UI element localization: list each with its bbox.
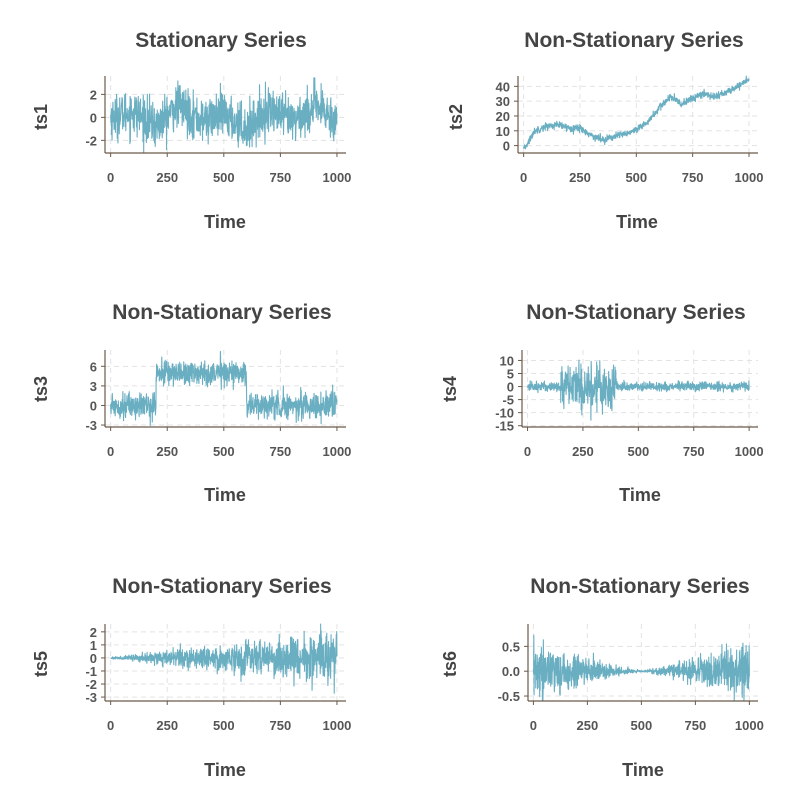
y-tick-label: -1 [85, 664, 97, 679]
y-tick-label: 1 [90, 638, 97, 653]
y-tick-label: 10 [496, 124, 510, 139]
panel-ts5: Non-Stationary Series ts5 Time 0 250 500 75… [31, 575, 351, 780]
series-line [523, 75, 750, 150]
y-tick-label: 2 [90, 625, 97, 640]
y-tick-label: 0 [90, 651, 97, 666]
x-tick-label: 1000 [735, 444, 764, 459]
y-axis-label: ts4 [440, 376, 460, 402]
x-tick-label: 250 [156, 718, 178, 733]
y-tick-label: 0 [90, 398, 97, 413]
x-tick-label: 0 [524, 444, 531, 459]
panel-ts1: Stationary Series ts1 Time 0 250 500 750 100… [31, 29, 351, 232]
y-tick-label: 30 [496, 94, 510, 109]
x-tick-label: 1000 [322, 170, 351, 185]
x-tick-label: 1000 [735, 170, 764, 185]
x-tick-label: 500 [627, 444, 649, 459]
x-tick-label: 1000 [735, 718, 764, 733]
panel-title: Non-Stationary Series [526, 301, 745, 324]
y-tick-label: 6 [90, 359, 97, 374]
plot-area: 0 250 500 750 1000 -0.5 0.0 0.5 [498, 624, 764, 733]
x-tick-label: 1000 [322, 718, 351, 733]
plot-area: 0 250 500 750 1000 -3 0 3 6 [85, 350, 351, 459]
panel-title: Non-Stationary Series [112, 575, 331, 598]
panel-ts4: Non-Stationary Series ts4 Time 0 250 500 75… [440, 301, 764, 505]
x-tick-label: 750 [270, 718, 292, 733]
panel-ts2: Non-Stationary Series ts2 Time 0 250 500 75… [446, 29, 763, 232]
y-axis-label: ts6 [440, 651, 460, 677]
y-axis-label: ts2 [446, 104, 466, 130]
series-line [110, 350, 338, 427]
panel-ts3: Non-Stationary Series ts3 Time 0 250 500 75… [31, 301, 351, 505]
x-tick-label: 750 [685, 718, 707, 733]
x-tick-label: 250 [569, 170, 591, 185]
y-tick-label: 0 [507, 380, 514, 395]
panel-ts6: Non-Stationary Series ts6 Time 0 250 500 75… [440, 575, 764, 780]
series-line [526, 359, 750, 421]
y-tick-label: 0 [503, 139, 510, 154]
panel-title: Stationary Series [135, 29, 307, 52]
x-tick-label: 0 [107, 170, 114, 185]
series-line [110, 77, 338, 154]
x-tick-label: 0 [520, 170, 527, 185]
x-tick-label: 0 [530, 718, 537, 733]
x-tick-label: 500 [213, 718, 235, 733]
y-tick-label: 40 [496, 79, 510, 94]
y-tick-label: 2 [90, 87, 97, 102]
y-tick-label: -0.5 [498, 689, 520, 704]
y-tick-label: -15 [495, 419, 514, 434]
x-tick-label: 250 [577, 718, 599, 733]
x-tick-label: 500 [631, 718, 653, 733]
series-line [110, 623, 338, 694]
y-axis-label: ts3 [31, 376, 51, 402]
y-axis-label: ts1 [31, 104, 51, 130]
y-tick-label: -5 [502, 393, 514, 408]
x-tick-label: 500 [213, 444, 235, 459]
x-tick-label: 750 [683, 444, 705, 459]
y-tick-label: 10 [500, 353, 514, 368]
y-tick-label: 0.0 [502, 664, 520, 679]
x-axis-label: Time [619, 485, 661, 505]
panel-title: Non-Stationary Series [524, 29, 743, 52]
series-line [532, 634, 750, 702]
y-tick-label: 0 [90, 110, 97, 125]
y-tick-label: -3 [85, 418, 97, 433]
panel-title: Non-Stationary Series [112, 301, 331, 324]
x-tick-label: 250 [572, 444, 594, 459]
x-tick-label: 500 [213, 170, 235, 185]
x-axis-label: Time [622, 760, 664, 780]
y-axis-label: ts5 [31, 651, 51, 677]
y-tick-label: 5 [507, 366, 514, 381]
x-tick-label: 750 [682, 170, 704, 185]
x-tick-label: 500 [625, 170, 647, 185]
y-tick-label: -3 [85, 690, 97, 705]
plot-area: 0 250 500 750 1000 -2 0 2 [85, 76, 351, 185]
x-tick-label: 0 [107, 718, 114, 733]
y-tick-label: -2 [85, 133, 97, 148]
x-axis-label: Time [204, 212, 246, 232]
x-tick-label: 750 [270, 444, 292, 459]
y-tick-label: -10 [495, 406, 514, 421]
y-tick-label: 3 [90, 379, 97, 394]
panel-title: Non-Stationary Series [530, 575, 749, 598]
y-tick-label: 20 [496, 109, 510, 124]
x-axis-label: Time [204, 760, 246, 780]
y-tick-label: -2 [85, 677, 97, 692]
y-tick-label: 0.5 [502, 639, 520, 654]
x-axis-label: Time [204, 485, 246, 505]
x-tick-label: 0 [107, 444, 114, 459]
x-tick-label: 750 [270, 170, 292, 185]
x-tick-label: 1000 [322, 444, 351, 459]
x-tick-label: 250 [156, 170, 178, 185]
x-axis-label: Time [616, 212, 658, 232]
x-tick-label: 250 [156, 444, 178, 459]
